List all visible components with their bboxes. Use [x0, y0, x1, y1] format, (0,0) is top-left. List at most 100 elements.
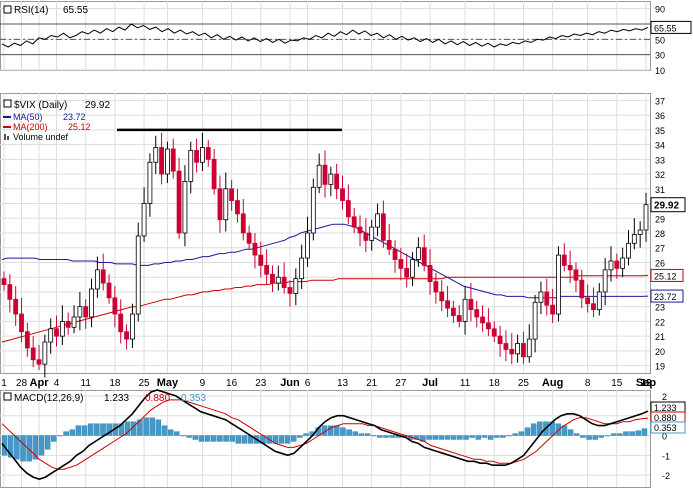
candle	[573, 269, 579, 281]
candle	[13, 298, 19, 315]
macd-histogram-bar	[358, 433, 365, 436]
candle	[386, 239, 392, 250]
macd-histogram-bar	[149, 417, 155, 436]
x-axis-tick-label: 11	[460, 378, 471, 389]
macd-histogram-bar	[383, 435, 389, 438]
ma50-value-label: 23.72	[654, 292, 677, 302]
x-axis-tick-label: 9	[200, 378, 206, 389]
macd-histogram-bar	[14, 435, 20, 460]
candle	[100, 269, 106, 284]
candle	[153, 147, 159, 163]
x-axis-tick-label: 27	[395, 378, 407, 389]
macd-line	[1, 389, 649, 480]
candle	[94, 269, 100, 290]
candle	[36, 359, 42, 365]
macd-histogram-bar	[438, 435, 445, 440]
price-tick-label: 34	[655, 141, 665, 151]
ma200-value-box	[650, 268, 684, 282]
macd-tick-label: 2	[662, 392, 667, 402]
candle	[486, 322, 491, 330]
macd-legend-histogram: 0.353	[181, 393, 206, 404]
macd-histogram-bar	[235, 435, 242, 444]
candle	[614, 260, 620, 269]
macd-histogram-bar	[469, 435, 475, 438]
candle	[404, 267, 410, 278]
candle	[398, 259, 404, 269]
candle	[433, 281, 439, 293]
candle	[491, 328, 497, 337]
macd-histogram-bar	[161, 425, 168, 436]
candle	[357, 226, 363, 234]
x-axis-tick-label: May	[157, 377, 179, 389]
candle	[322, 164, 328, 185]
x-axis-tick-label: Sep	[636, 377, 656, 389]
candle	[643, 204, 649, 231]
candle	[421, 247, 427, 266]
rsi-legend-value: 65.55	[63, 5, 88, 16]
x-axis-tick-label: 28	[16, 378, 28, 389]
candle	[579, 279, 585, 299]
candle	[59, 321, 65, 337]
macd-histogram-bar	[87, 423, 94, 436]
price-tick-label: 29	[655, 214, 665, 224]
candle	[375, 213, 380, 228]
candle	[264, 265, 270, 275]
ma50-value-box	[650, 289, 684, 303]
ma200-line	[1, 274, 649, 343]
candle	[217, 188, 223, 221]
candle	[205, 147, 211, 160]
macd-histogram-bar	[524, 427, 531, 436]
candle	[200, 147, 205, 163]
candle	[439, 291, 445, 302]
candle	[456, 315, 462, 322]
candle	[474, 309, 480, 318]
candle	[270, 273, 275, 284]
rsi-current-value-label: 65.55	[654, 23, 677, 33]
macd-histogram-bar	[629, 431, 635, 436]
macd-histogram-bar	[487, 435, 494, 440]
rsi-tick-label: 10	[655, 66, 665, 76]
candle	[480, 316, 485, 324]
macd-histogram-bar	[192, 435, 199, 440]
macd-histogram-bar	[229, 435, 235, 442]
candle	[141, 203, 147, 237]
macd-histogram-bar	[340, 427, 346, 436]
macd-histogram-bar	[100, 423, 106, 436]
macd-histogram-bar	[364, 433, 371, 436]
macd-histogram-bar	[586, 435, 592, 440]
macd-histogram-bar	[623, 431, 629, 436]
candle	[340, 188, 345, 201]
macd-histogram-bar	[641, 428, 648, 436]
rsi-tick-label: 90	[655, 5, 665, 15]
macd-histogram-bar	[32, 435, 39, 460]
candle	[54, 328, 59, 337]
candle	[65, 321, 71, 328]
ma200-value-label: 25.12	[654, 271, 677, 281]
macd-histogram-bar	[370, 435, 377, 437]
candle	[620, 257, 626, 269]
macd-legend-label: MACD(12,26,9)	[14, 393, 83, 404]
macd-histogram-bar	[180, 435, 186, 437]
ma50-legend-label: MA(50)	[13, 112, 43, 122]
candle	[585, 297, 591, 305]
candle	[129, 313, 135, 340]
macd-histogram-bar	[211, 435, 217, 442]
candle	[48, 328, 54, 343]
candle	[106, 282, 112, 299]
macd-histogram-bar	[598, 435, 605, 438]
candle	[235, 200, 240, 215]
price-tick-label: 35	[655, 126, 665, 136]
candle	[637, 229, 643, 235]
candle	[223, 188, 229, 221]
rsi-legend-label: RSI(14)	[14, 5, 48, 16]
candle	[515, 343, 520, 355]
macd-histogram-bar	[94, 423, 100, 436]
ma200-legend-value: 25.12	[68, 122, 91, 132]
macd-histogram-bar	[291, 435, 297, 442]
candle	[159, 147, 164, 175]
macd-tick-label: -2	[662, 471, 670, 481]
macd-histogram-bar	[241, 435, 248, 444]
macd-histogram-bar	[155, 419, 162, 436]
x-axis-tick-label: 19	[640, 378, 652, 389]
